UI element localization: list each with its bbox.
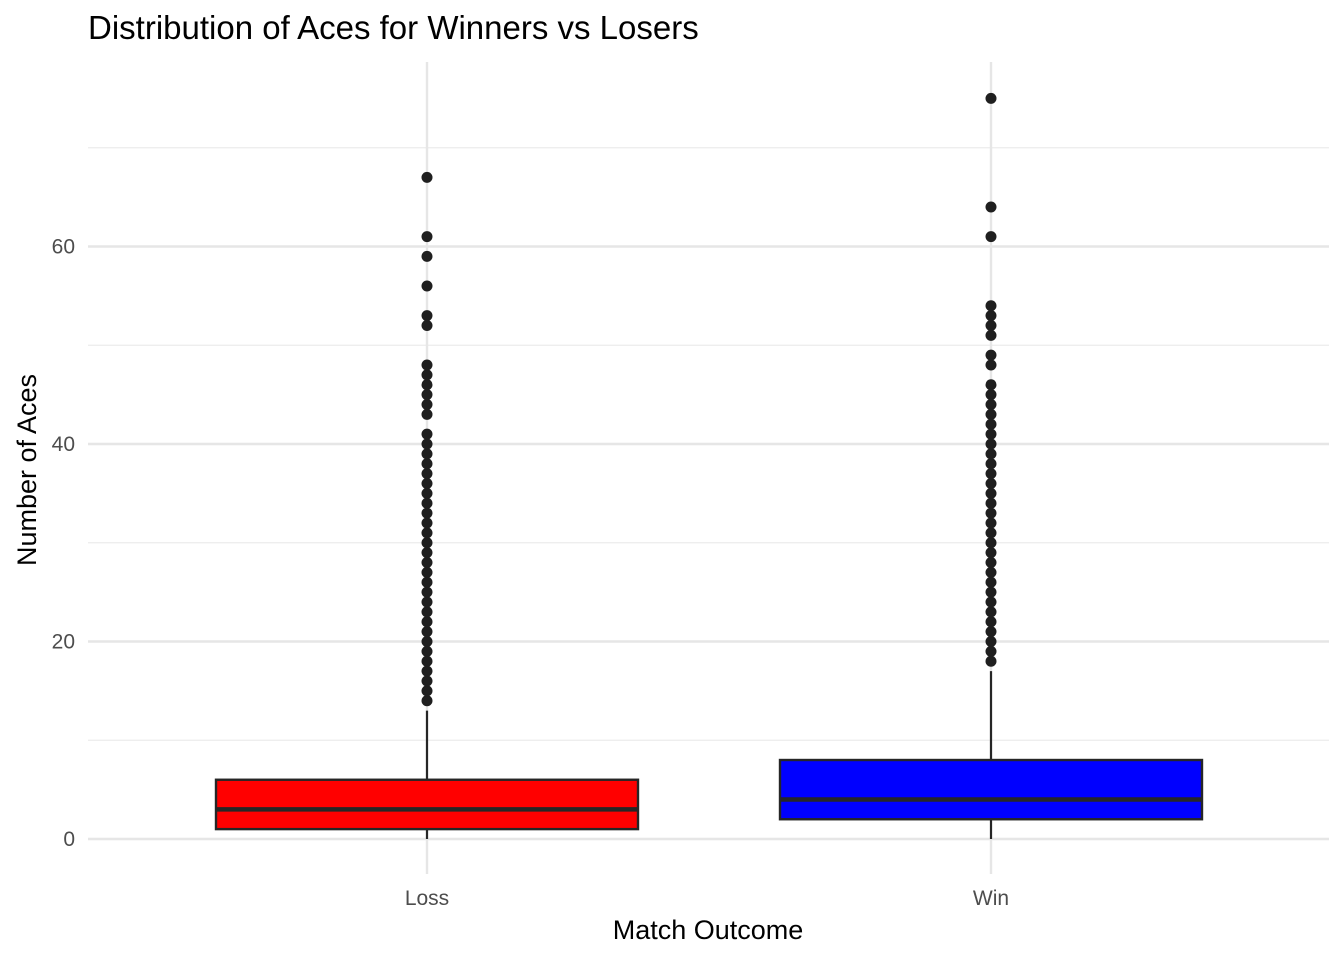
chart-title: Distribution of Aces for Winners vs Lose… <box>88 9 699 46</box>
outlier-point <box>985 547 997 559</box>
outlier-point <box>985 389 997 401</box>
outlier-point <box>421 478 433 489</box>
outlier-point <box>421 596 433 608</box>
outlier-point <box>421 685 433 697</box>
outlier-point <box>421 359 433 371</box>
outlier-point <box>985 438 997 450</box>
outlier-point <box>421 497 433 509</box>
outlier-point <box>985 586 997 598</box>
outlier-point <box>985 596 997 608</box>
outlier-point <box>421 369 433 381</box>
y-tick-label: 60 <box>52 236 75 259</box>
outlier-point <box>421 280 433 292</box>
outlier-point <box>985 517 997 529</box>
outlier-point <box>421 665 433 677</box>
outlier-point <box>421 557 433 568</box>
outlier-point <box>985 399 997 410</box>
outlier-point <box>985 576 997 588</box>
box-iqr <box>778 758 1204 821</box>
outlier-point <box>985 557 997 568</box>
outlier-point <box>421 399 433 410</box>
outlier-point <box>421 626 433 638</box>
outlier-point <box>421 487 433 499</box>
outlier-point <box>421 468 433 480</box>
outlier-point <box>421 616 433 628</box>
outlier-point <box>421 566 433 578</box>
outlier-point <box>985 448 997 460</box>
outlier-point <box>985 507 997 519</box>
y-axis-title: Number of Aces <box>12 374 42 566</box>
outlier-point <box>421 389 433 401</box>
outlier-point <box>421 527 433 539</box>
outlier-point <box>985 626 997 638</box>
box-iqr <box>214 778 640 831</box>
x-axis-title: Match Outcome <box>613 915 804 945</box>
outlier-point <box>421 517 433 529</box>
outlier-point <box>985 428 997 440</box>
outlier-point <box>985 497 997 509</box>
outlier-point <box>985 310 997 322</box>
outlier-point <box>421 171 433 183</box>
outlier-point <box>985 231 997 243</box>
outlier-point <box>421 379 433 391</box>
outlier-point <box>421 438 433 450</box>
outlier-point <box>985 636 997 647</box>
box-group-win <box>778 92 1204 839</box>
outlier-point <box>421 408 433 420</box>
outlier-point <box>421 507 433 519</box>
outlier-point <box>985 487 997 499</box>
outlier-point <box>985 329 997 341</box>
grid-lines <box>88 62 1329 874</box>
outlier-point <box>985 458 997 470</box>
y-tick-label: 0 <box>63 828 75 851</box>
outlier-point <box>985 349 997 361</box>
outlier-point <box>985 606 997 618</box>
x-tick-label: Win <box>973 887 1009 910</box>
outlier-point <box>421 231 433 243</box>
outlier-point <box>985 527 997 539</box>
outlier-point <box>985 645 997 657</box>
x-tick-label: Loss <box>405 887 449 910</box>
outlier-point <box>421 576 433 588</box>
outlier-point <box>421 675 433 687</box>
outlier-point <box>985 359 997 371</box>
outlier-point <box>985 408 997 420</box>
outlier-point <box>985 468 997 480</box>
outlier-point <box>985 655 997 667</box>
outlier-point <box>985 616 997 628</box>
outlier-point <box>985 537 997 549</box>
y-tick-label: 20 <box>52 631 75 654</box>
outlier-point <box>985 300 997 312</box>
outlier-point <box>421 586 433 598</box>
outlier-point <box>421 250 433 262</box>
outlier-point <box>985 92 997 104</box>
outlier-point <box>985 320 997 331</box>
axis-ticks: 0 20 40 60 Loss Win <box>52 236 1009 911</box>
y-tick-label: 40 <box>52 433 75 456</box>
outlier-point <box>421 636 433 647</box>
outlier-point <box>421 547 433 559</box>
outlier-point <box>985 201 997 213</box>
outlier-point <box>985 478 997 489</box>
outlier-point <box>985 418 997 430</box>
outlier-point <box>421 695 433 707</box>
outlier-point <box>985 566 997 578</box>
outlier-point <box>421 310 433 322</box>
outlier-point <box>421 448 433 460</box>
outlier-point <box>421 655 433 667</box>
box-series <box>214 92 1204 839</box>
outlier-point <box>421 320 433 331</box>
outlier-point <box>421 645 433 657</box>
outlier-point <box>421 428 433 440</box>
box-group-loss <box>214 171 640 839</box>
outlier-point <box>421 606 433 618</box>
outlier-point <box>421 537 433 549</box>
outlier-point <box>421 458 433 470</box>
outlier-point <box>985 379 997 391</box>
